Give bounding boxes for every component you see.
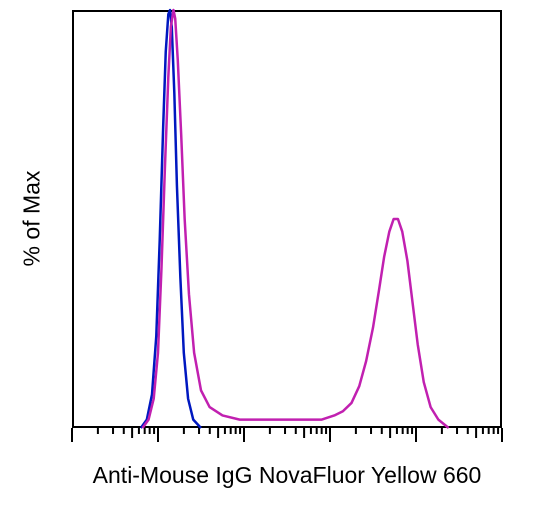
- series-stained: [143, 10, 449, 428]
- chart-container: % of Max Anti-Mouse IgG NovaFluor Yellow…: [0, 0, 552, 506]
- plot-svg: [0, 0, 552, 506]
- y-axis-label: % of Max: [19, 69, 46, 369]
- series-control: [141, 10, 201, 428]
- x-axis-label: Anti-Mouse IgG NovaFluor Yellow 660: [37, 462, 537, 489]
